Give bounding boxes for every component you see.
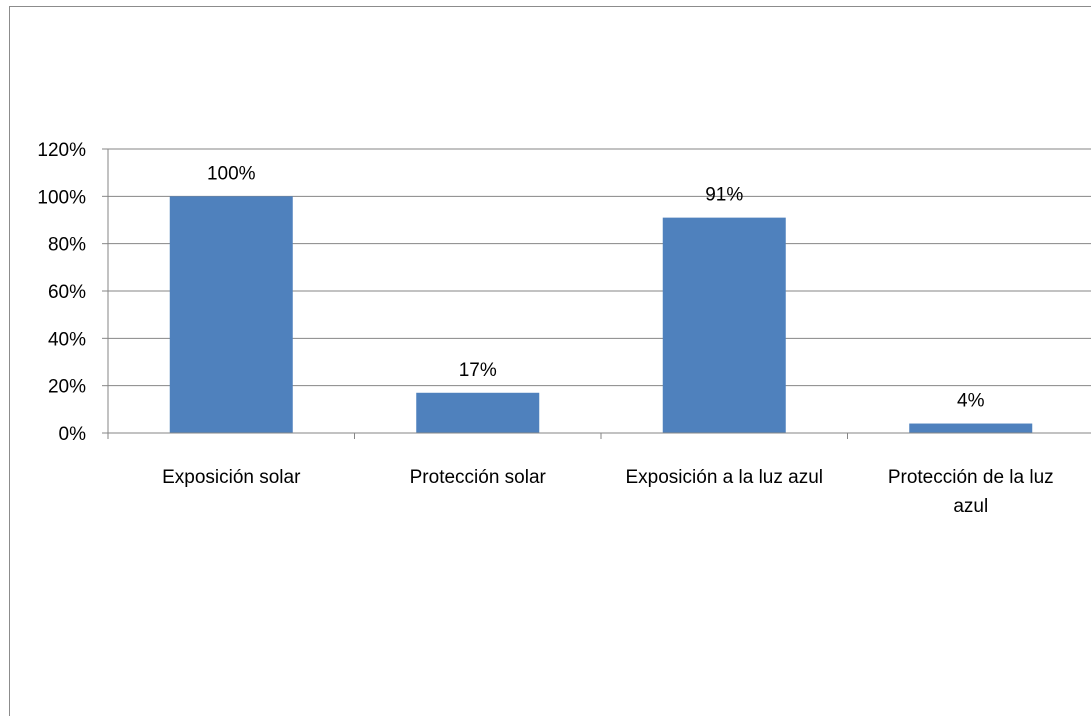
x-tick-label: Exposición solar [162,467,301,488]
y-tick-label: 40% [48,329,86,350]
bar [416,392,540,433]
bar [169,196,293,433]
y-tick-label: 80% [48,235,86,256]
x-tick-label: Exposición a la luz azul [626,467,824,488]
bars [169,196,1033,433]
bar [662,217,786,433]
gridlines [108,148,1091,387]
x-tick-label: Protección solar [410,467,547,488]
bar [909,423,1033,433]
data-label: 4% [957,391,985,412]
axes [102,148,1091,439]
y-tick-label: 20% [48,377,86,398]
chart-frame [9,6,1091,716]
y-tick-label: 120% [37,140,86,161]
data-label: 17% [459,360,497,381]
y-tick-label: 0% [59,424,87,445]
labels: 0% 20% 40% 60% 80% 100% 120% 100% Exposición sol… [37,140,1053,517]
x-tick-label: Protección de la luz [888,467,1054,488]
y-tick-label: 60% [48,282,86,303]
data-label: 100% [207,163,256,184]
data-label: 91% [705,185,743,206]
y-tick-label: 100% [37,187,86,208]
x-tick-label: azul [953,496,988,517]
